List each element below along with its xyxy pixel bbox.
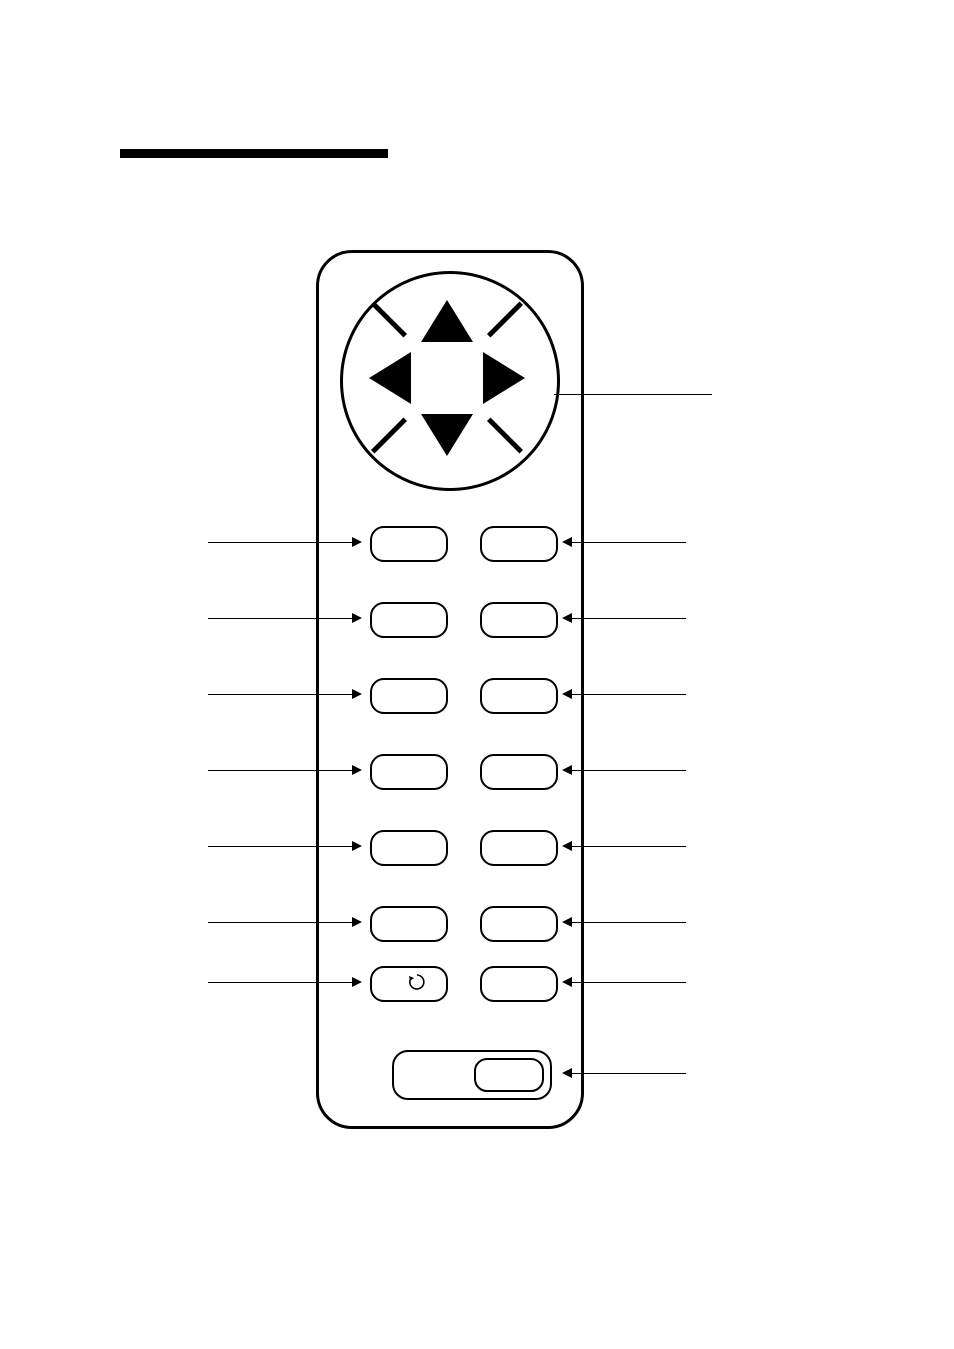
button-r1-c1[interactable] xyxy=(480,602,558,638)
button-r5-c0[interactable] xyxy=(370,906,448,942)
page xyxy=(0,0,954,1349)
dpad-right-icon[interactable] xyxy=(483,352,525,404)
button-r2-c0[interactable] xyxy=(370,678,448,714)
dpad-down-icon[interactable] xyxy=(421,414,473,456)
leader-r1-right xyxy=(572,618,686,619)
leader-bottom-right xyxy=(572,1073,686,1074)
leader-r4-right xyxy=(572,846,686,847)
bottom-inner-button[interactable] xyxy=(474,1058,544,1092)
arrowhead-r1-right-icon xyxy=(562,613,572,623)
button-r5-c1[interactable] xyxy=(480,906,558,942)
leader-r1-left xyxy=(208,618,352,619)
button-r6-c1[interactable] xyxy=(480,966,558,1002)
arrowhead-r2-right-icon xyxy=(562,689,572,699)
leader-r3-right xyxy=(572,770,686,771)
leader-r3-left xyxy=(208,770,352,771)
dpad-up-icon[interactable] xyxy=(421,300,473,342)
arrowhead-r3-left-icon xyxy=(352,765,362,775)
leader-r5-left xyxy=(208,922,352,923)
arrowhead-r1-left-icon xyxy=(352,613,362,623)
button-r0-c0[interactable] xyxy=(370,526,448,562)
leader-dpad-right xyxy=(554,394,712,395)
arrowhead-r3-right-icon xyxy=(562,765,572,775)
arrowhead-r0-right-icon xyxy=(562,537,572,547)
arrowhead-r5-left-icon xyxy=(352,917,362,927)
leader-r4-left xyxy=(208,846,352,847)
top-rule-bar xyxy=(120,149,388,158)
arrowhead-r6-left-icon xyxy=(352,977,362,987)
leader-r0-left xyxy=(208,542,352,543)
leader-r6-right xyxy=(572,982,686,983)
arrowhead-r6-right-icon xyxy=(562,977,572,987)
leader-r0-right xyxy=(572,542,686,543)
dpad-left-icon[interactable] xyxy=(369,352,411,404)
button-r3-c1[interactable] xyxy=(480,754,558,790)
button-r4-c1[interactable] xyxy=(480,830,558,866)
button-r2-c1[interactable] xyxy=(480,678,558,714)
arrowhead-r5-right-icon xyxy=(562,917,572,927)
leader-r5-right xyxy=(572,922,686,923)
arrowhead-r4-right-icon xyxy=(562,841,572,851)
button-r4-c0[interactable] xyxy=(370,830,448,866)
leader-r6-left xyxy=(208,982,352,983)
arrowhead-r4-left-icon xyxy=(352,841,362,851)
leader-r2-left xyxy=(208,694,352,695)
arrowhead-r0-left-icon xyxy=(352,537,362,547)
button-r3-c0[interactable] xyxy=(370,754,448,790)
button-r1-c0[interactable] xyxy=(370,602,448,638)
refresh-icon xyxy=(407,972,427,992)
arrowhead-r2-left-icon xyxy=(352,689,362,699)
arrowhead-bottom-right-icon xyxy=(562,1068,572,1078)
button-r0-c1[interactable] xyxy=(480,526,558,562)
leader-r2-right xyxy=(572,694,686,695)
